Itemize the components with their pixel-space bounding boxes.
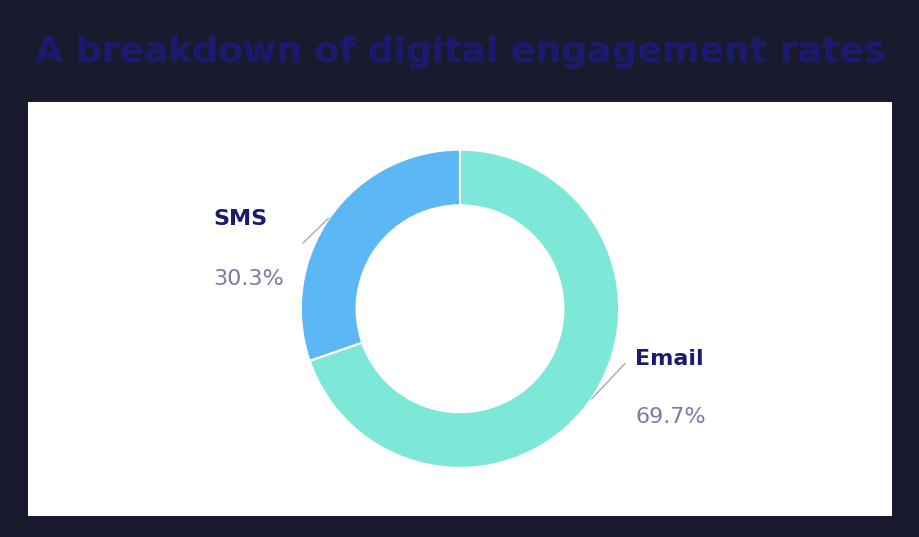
Text: SMS: SMS [213,209,267,229]
Wedge shape [310,150,618,468]
Wedge shape [301,150,460,361]
Text: 30.3%: 30.3% [213,269,284,289]
Text: A breakdown of digital engagement rates: A breakdown of digital engagement rates [35,35,884,69]
Text: Email: Email [634,349,703,369]
Text: 69.7%: 69.7% [634,408,705,427]
